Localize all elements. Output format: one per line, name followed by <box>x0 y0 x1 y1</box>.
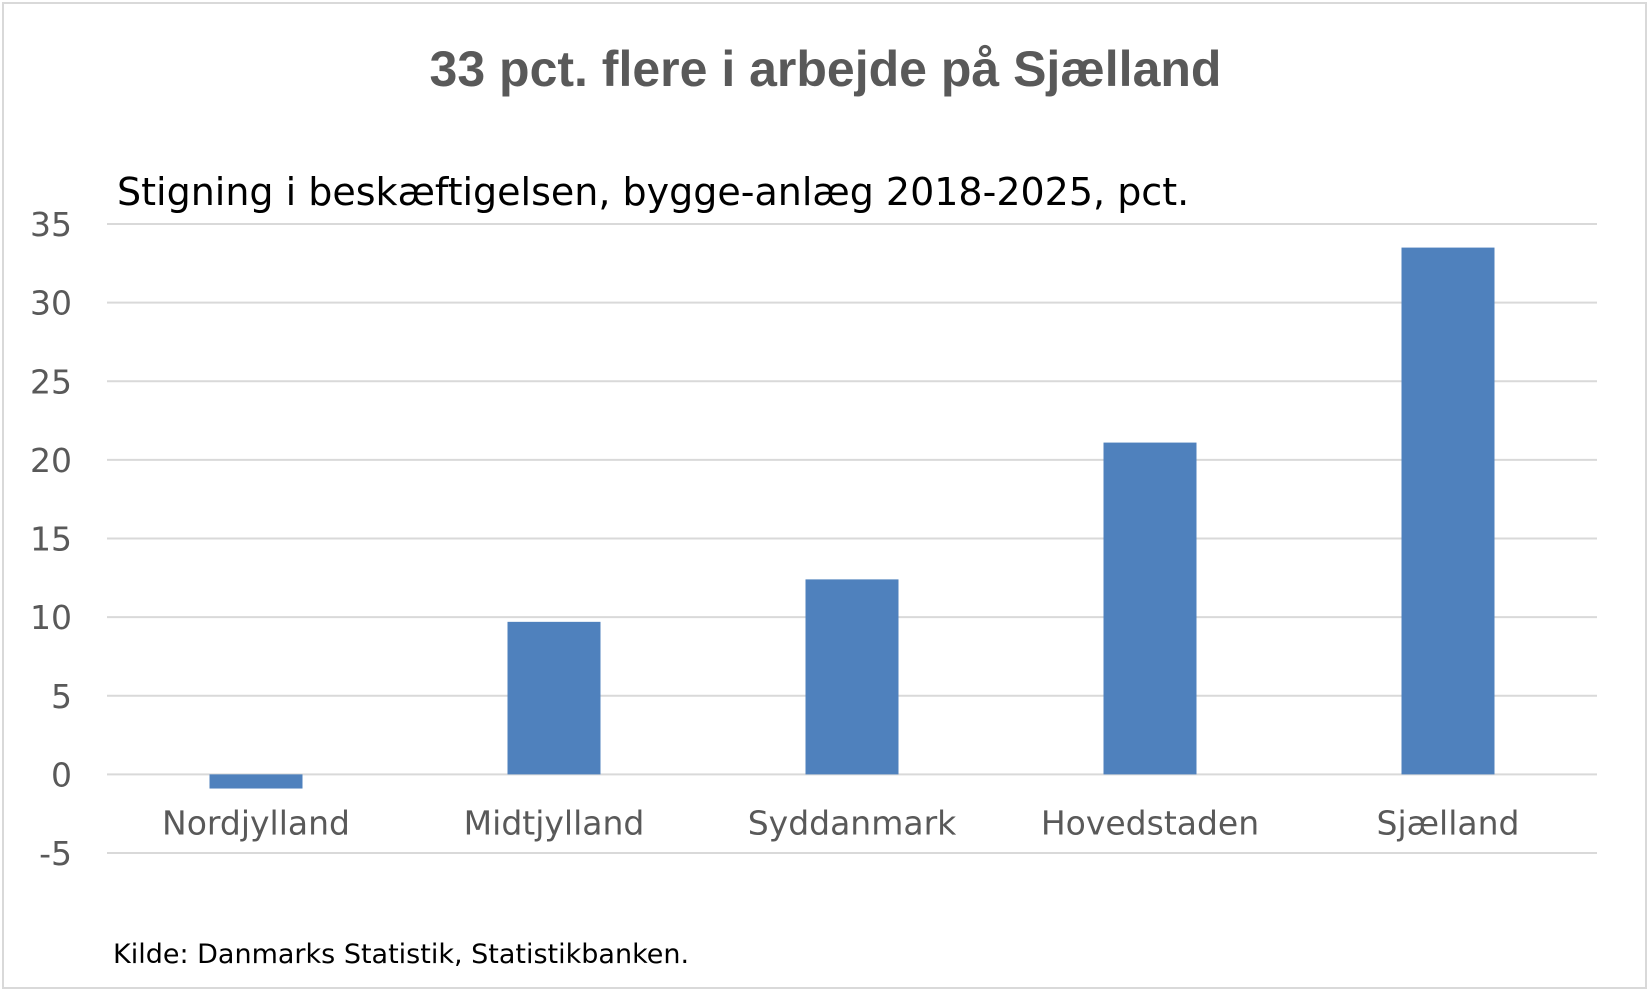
y-tick-label: 10 <box>30 598 72 637</box>
category-label: Hovedstaden <box>1041 803 1259 842</box>
chart-title: 33 pct. flere i arbejde på Sjælland <box>429 41 1222 97</box>
category-label: Sjælland <box>1377 803 1520 842</box>
source-note: Kilde: Danmarks Statistik, Statistikbank… <box>113 939 690 970</box>
category-label: Syddanmark <box>748 803 957 842</box>
category-label: Midtjylland <box>464 803 645 842</box>
y-tick-label: 20 <box>30 441 72 480</box>
bar-syddanmark <box>805 579 899 775</box>
y-tick-label: -5 <box>39 834 72 873</box>
y-tick-label: 30 <box>30 284 72 323</box>
y-tick-label: 0 <box>51 755 72 794</box>
bar-nordjylland <box>209 774 303 789</box>
bar-hovedstaden <box>1103 442 1197 775</box>
bar-sjælland <box>1401 247 1495 775</box>
y-tick-label: 25 <box>30 362 72 401</box>
y-tick-label: 5 <box>51 677 72 716</box>
category-label: Nordjylland <box>162 803 350 842</box>
bar-midtjylland <box>507 621 601 775</box>
chart-subtitle: Stigning i beskæftigelsen, bygge-anlæg 2… <box>117 170 1190 214</box>
y-tick-label: 35 <box>30 205 72 244</box>
y-tick-label: 15 <box>30 520 72 559</box>
